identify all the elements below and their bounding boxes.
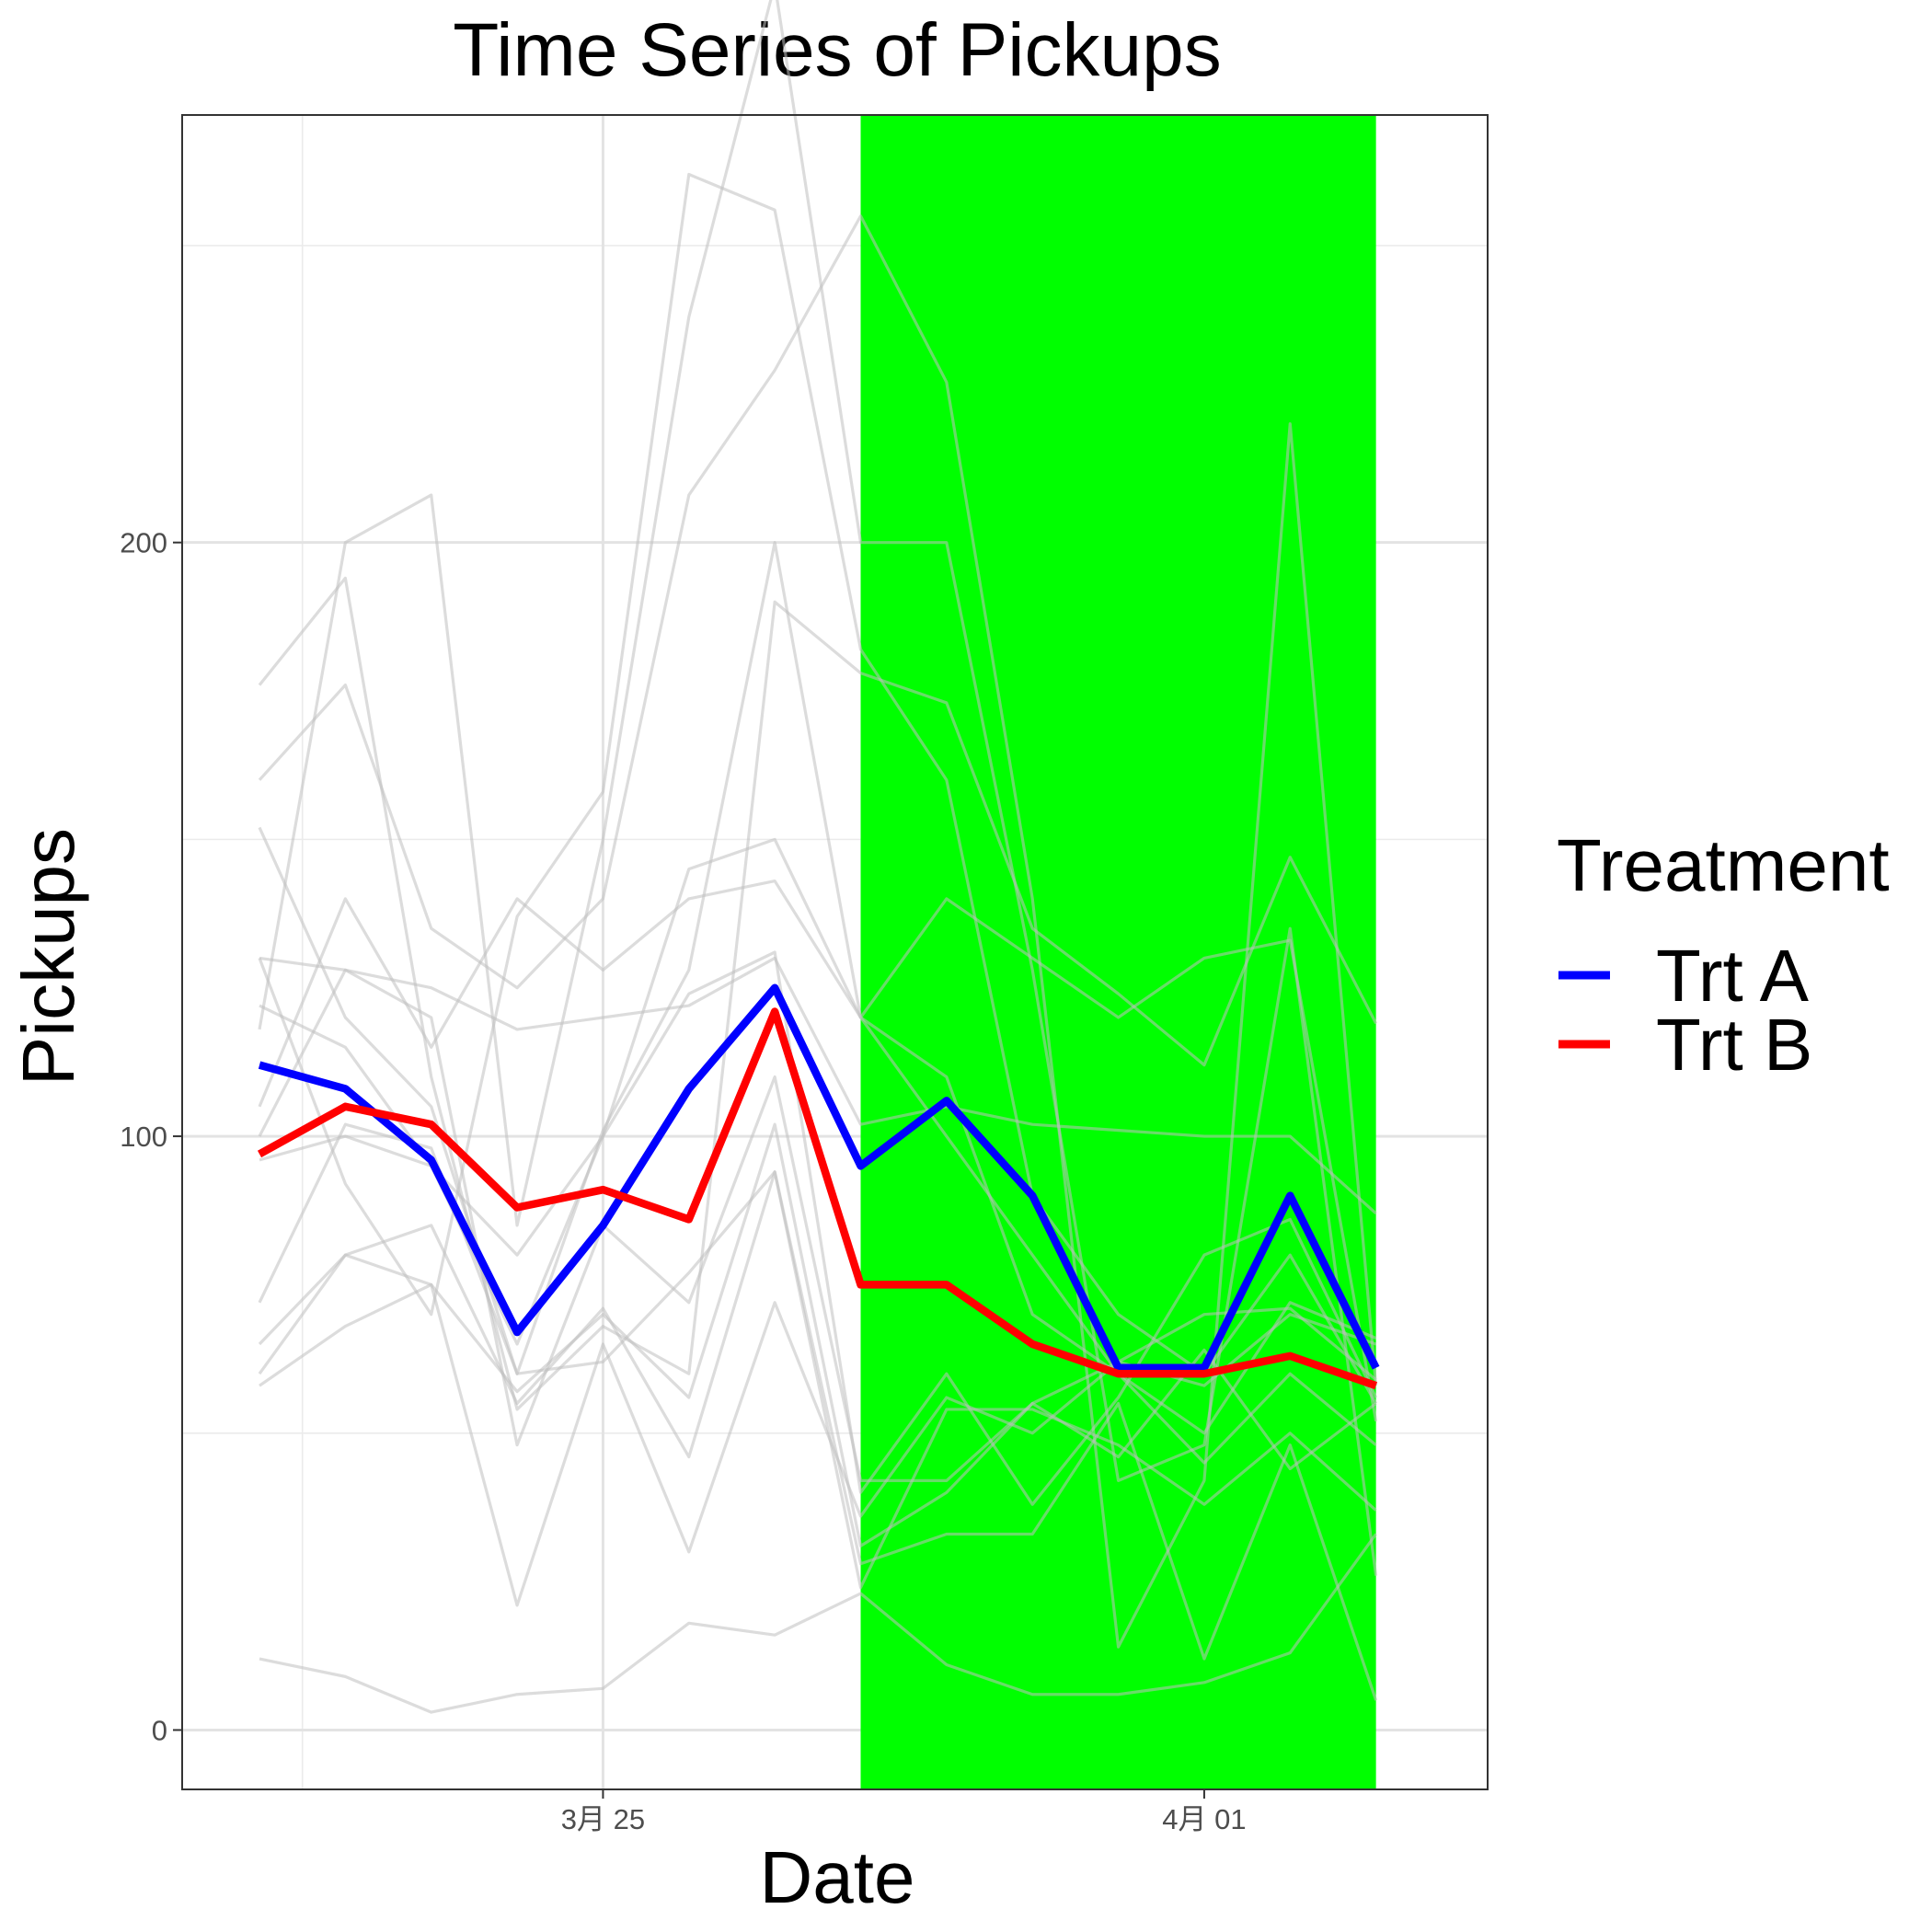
x-tick-label: 3月 25	[561, 1803, 645, 1835]
x-axis-title: Date	[760, 1836, 915, 1918]
individual-series-line	[259, 1282, 1377, 1607]
individual-series-line	[258, 214, 1378, 1649]
plot-area: 0 100 200 3月 25 4月 01	[120, 0, 1489, 1835]
series-line-trt-a	[258, 983, 1380, 1373]
panel-border	[181, 114, 1489, 1790]
y-tick-label: 200	[120, 527, 167, 559]
individual-series-line	[258, 879, 1378, 1422]
y-axis-title: Pickups	[7, 828, 89, 1086]
individual-series-line	[258, 541, 1377, 1435]
chart-title: Time Series of Pickups	[453, 8, 1221, 92]
legend-label: Trt B	[1656, 1004, 1812, 1086]
individual-series-line	[258, 172, 1378, 1405]
treatment-period-band	[860, 115, 1376, 1789]
individual-series-line	[258, 968, 1377, 1482]
series-line-trt-b	[257, 1007, 1378, 1390]
individual-series-line	[259, 956, 1377, 1215]
y-tick-label: 0	[152, 1714, 167, 1746]
individual-series-line	[258, 0, 1378, 1576]
legend-label: Trt A	[1656, 935, 1810, 1017]
legend-title: Treatment	[1557, 824, 1890, 906]
individual-series-line	[258, 576, 1378, 1411]
y-tick-label: 100	[120, 1121, 167, 1153]
x-tick-label: 4月 01	[1162, 1803, 1246, 1835]
individual-series-line	[259, 1533, 1377, 1714]
